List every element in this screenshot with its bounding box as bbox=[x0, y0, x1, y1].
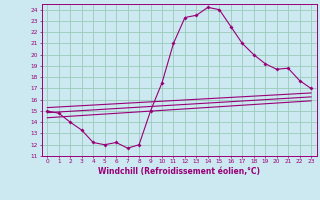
X-axis label: Windchill (Refroidissement éolien,°C): Windchill (Refroidissement éolien,°C) bbox=[98, 167, 260, 176]
